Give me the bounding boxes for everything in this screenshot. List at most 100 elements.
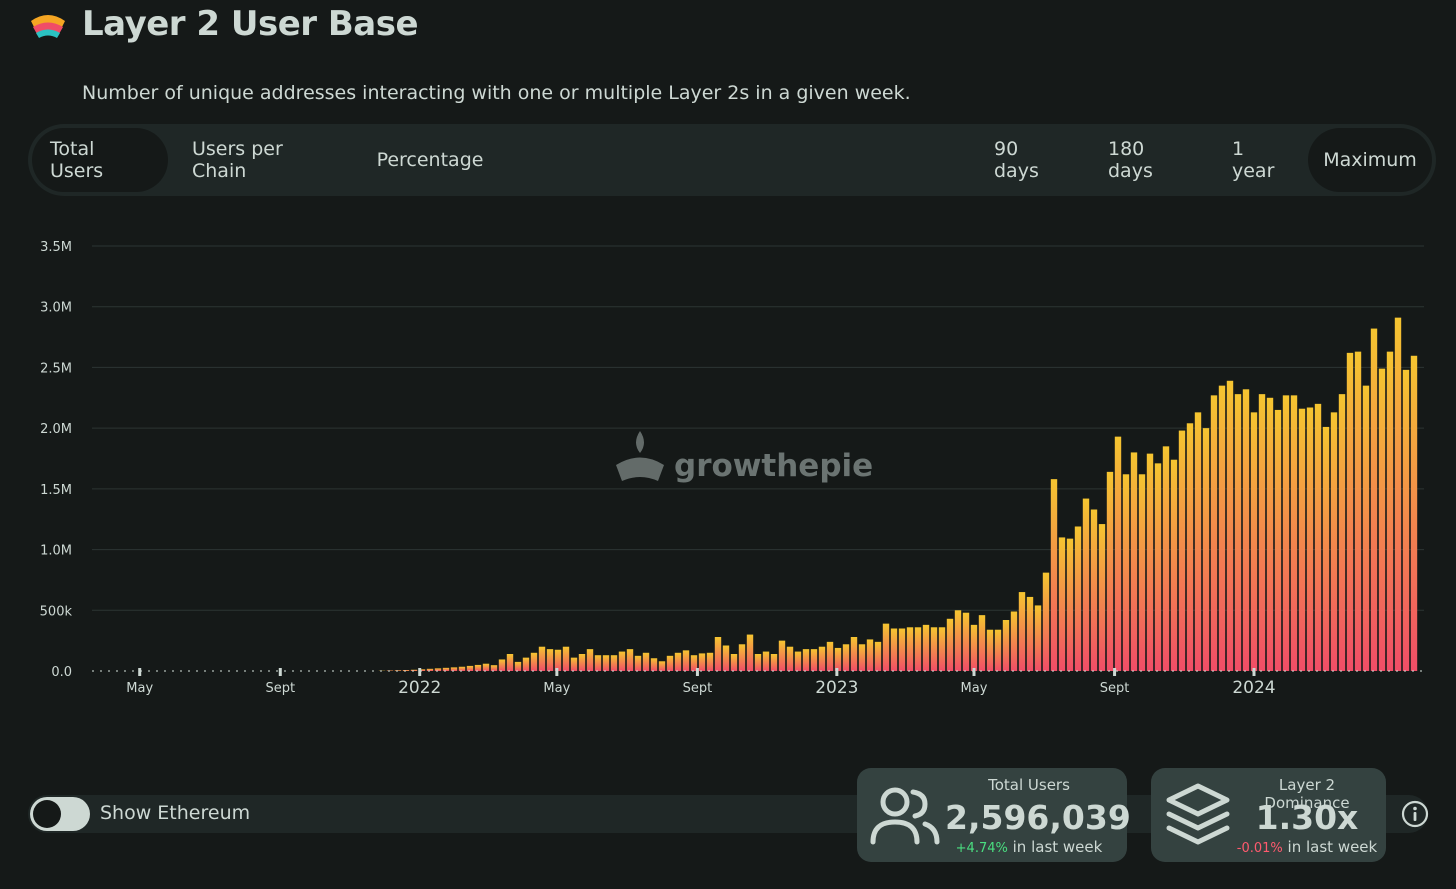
bar [1266, 397, 1274, 671]
page-subtitle: Number of unique addresses interacting w… [82, 82, 911, 104]
layers-icon [1166, 783, 1230, 845]
y-tick-label: 2.0M [40, 422, 72, 437]
bar [1314, 403, 1322, 671]
bar [762, 651, 770, 671]
bar [794, 651, 802, 671]
x-tick-mark [972, 668, 976, 676]
dominance-value: 1.30x [1255, 798, 1359, 837]
bar [786, 646, 794, 671]
page-header: Layer 2 User Base [28, 2, 419, 46]
dominance-change-value: -0.01% [1236, 841, 1283, 856]
bar [914, 627, 922, 671]
bar [482, 663, 490, 671]
bar [1346, 352, 1354, 671]
range-180-days[interactable]: 180 days [1108, 138, 1153, 182]
bar [746, 634, 754, 671]
bar [1178, 430, 1186, 671]
bar [1146, 453, 1154, 671]
bar [802, 649, 810, 671]
tab-percentage[interactable]: Percentage [376, 149, 484, 171]
bar [530, 652, 538, 671]
watermark-text: growthepie [674, 448, 873, 484]
bar [1074, 526, 1082, 671]
chart-controls: Total Users Users per Chain Percentage 9… [28, 124, 1436, 196]
bar [1050, 479, 1058, 671]
bar [738, 644, 746, 671]
bar [594, 655, 602, 671]
bar [706, 652, 714, 671]
page-title: Layer 2 User Base [82, 4, 419, 44]
bar [434, 668, 442, 671]
bar [498, 659, 506, 671]
bar [962, 612, 970, 671]
bar [586, 649, 594, 671]
bar [626, 649, 634, 671]
bar [522, 657, 530, 671]
bar [450, 667, 458, 671]
bar [1042, 572, 1050, 671]
bar [1194, 412, 1202, 671]
bar [1402, 369, 1410, 671]
bar [554, 649, 562, 671]
bar [978, 615, 986, 671]
bar [1234, 394, 1242, 671]
x-tick-label: Sept [265, 681, 295, 696]
bar [578, 654, 586, 671]
tab-total-users[interactable]: Total Users [32, 128, 168, 192]
bar [1218, 385, 1226, 671]
x-tick-label: Sept [1100, 681, 1130, 696]
bar [970, 624, 978, 671]
bar [730, 654, 738, 671]
x-tick-label: 2024 [1232, 678, 1275, 698]
bar [874, 641, 882, 671]
bar [818, 646, 826, 671]
x-tick-mark [418, 668, 422, 676]
total-users-value: 2,596,039 [945, 798, 1131, 837]
bar [1066, 538, 1074, 671]
bar [658, 661, 666, 671]
tab-users-per-chain[interactable]: Users per Chain [192, 138, 283, 182]
dominance-change: -0.01% in last week [1235, 838, 1379, 856]
bar [930, 627, 938, 671]
bar [882, 623, 890, 671]
bar [954, 610, 962, 671]
bar [546, 649, 554, 671]
y-tick-label: 500k [40, 604, 73, 619]
bar [1226, 380, 1234, 671]
bar [642, 652, 650, 671]
bar [634, 655, 642, 671]
info-icon[interactable] [1401, 800, 1429, 828]
layer2-dominance-card: Layer 2 Dominance 1.30x -0.01% in last w… [1151, 768, 1386, 862]
bar [834, 647, 842, 671]
y-tick-label: 1.0M [40, 544, 72, 559]
x-tick-label: May [543, 681, 570, 696]
dominance-label: Layer 2 Dominance [1264, 776, 1350, 812]
show-ethereum-toggle[interactable] [30, 797, 90, 831]
total-users-change-value: +4.74% [955, 841, 1008, 856]
x-tick-label: May [126, 681, 153, 696]
bar [1202, 428, 1210, 671]
bar [906, 627, 914, 671]
range-90-days[interactable]: 90 days [994, 138, 1039, 182]
bar [1186, 423, 1194, 671]
bar [778, 640, 786, 671]
bar [666, 655, 674, 671]
bar [1370, 328, 1378, 671]
bar [418, 669, 426, 671]
bar [690, 655, 698, 671]
x-tick-mark [835, 668, 839, 676]
bar [1386, 351, 1394, 671]
bar [1034, 605, 1042, 671]
bar [810, 649, 818, 671]
bar [1290, 395, 1298, 671]
toggle-knob [33, 800, 61, 828]
growthepie-watermark: growthepie [616, 431, 873, 484]
bar [538, 646, 546, 671]
bar [682, 650, 690, 671]
range-maximum[interactable]: Maximum [1308, 128, 1432, 192]
x-tick-mark [138, 668, 142, 676]
bar [514, 661, 522, 671]
range-1-year[interactable]: 1 year [1232, 138, 1275, 182]
bar [898, 628, 906, 671]
bar [714, 637, 722, 671]
